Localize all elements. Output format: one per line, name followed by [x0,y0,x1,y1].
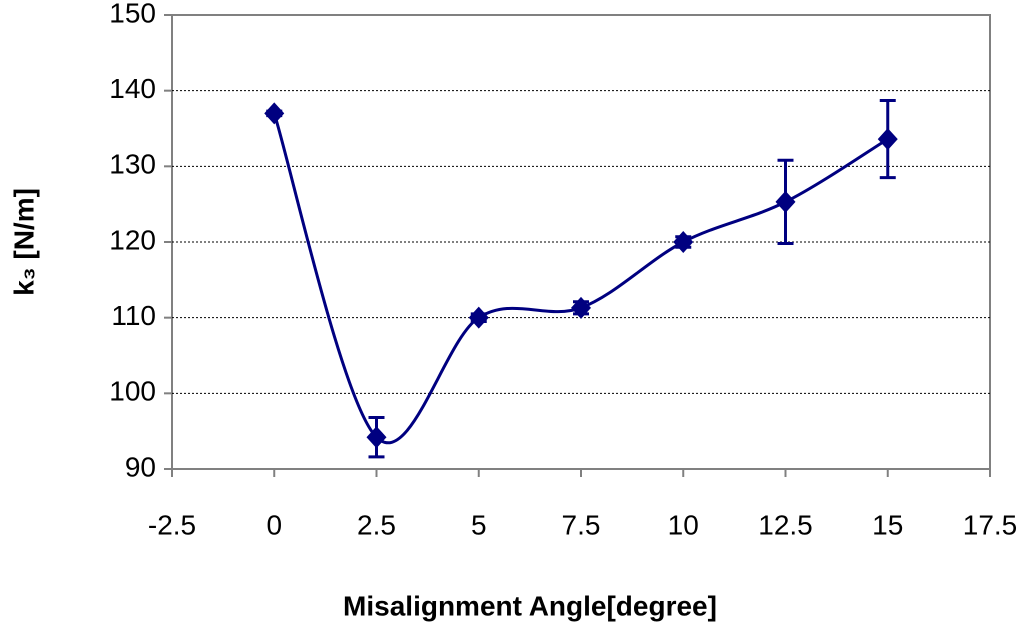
data-point [468,306,489,329]
y-tick-label: 90 [125,451,156,482]
x-tick-label: 5 [471,509,487,540]
x-tick-label: 2.5 [357,509,396,540]
data-point [366,426,387,449]
data-point [775,190,796,213]
y-tick-label: 100 [109,376,156,407]
x-axis-label: Misalignment Angle[degree] [343,590,717,621]
data-point [264,102,285,125]
x-tick-label: 15 [872,509,903,540]
data-point [571,296,591,319]
x-tick-label: 7.5 [562,509,601,540]
data-point [673,231,694,253]
y-tick-label: 110 [111,300,156,331]
y-tick-label: 130 [109,149,156,180]
y-tick-label: 140 [109,73,156,104]
y-tick-label: 120 [109,224,156,255]
y-axis-label: k₃ [N/m] [8,188,39,296]
x-tick-label: 17.5 [963,509,1018,540]
x-tick-label: 10 [668,509,699,540]
x-tick-label: 0 [266,509,282,540]
x-tick-label: -2.5 [148,509,196,540]
series-line [272,112,889,445]
y-tick-label: 150 [109,0,156,28]
x-tick-label: 12.5 [758,509,813,540]
data-point [877,128,898,151]
